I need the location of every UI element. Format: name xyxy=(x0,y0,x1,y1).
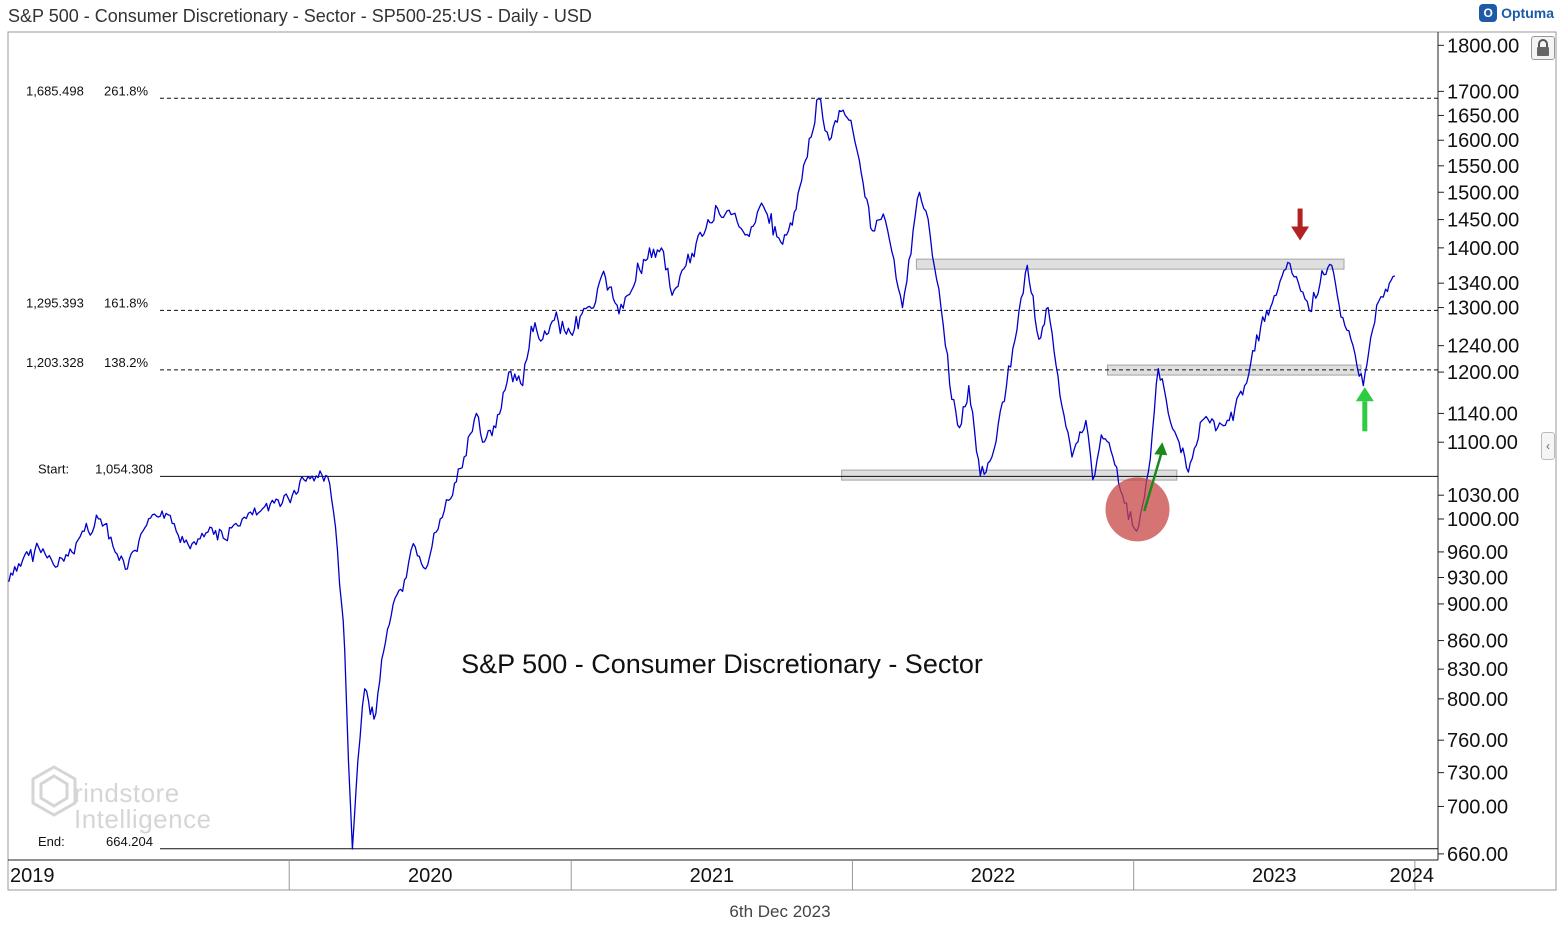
down-arrow-marker-shaft xyxy=(1297,208,1303,227)
up-arrow-marker-shaft xyxy=(1362,401,1368,432)
y-axis-tick-label: 1650.00 xyxy=(1447,105,1519,127)
level-tag-label: Start: xyxy=(38,461,69,476)
brand-name: Optuma xyxy=(1501,5,1554,21)
y-axis-tick-label: 1030.00 xyxy=(1447,485,1519,507)
watermark-line2: Intelligence xyxy=(74,804,212,834)
x-axis-tick-label: 2024 xyxy=(1390,865,1435,887)
level-pct-label: 138.2% xyxy=(104,355,149,370)
level-value-label: 1,685.498 xyxy=(26,83,84,98)
level-value-label: 1,295.393 xyxy=(26,295,84,310)
y-axis-tick-label: 1700.00 xyxy=(1447,81,1519,103)
optuma-logo-icon: O xyxy=(1479,4,1498,22)
y-axis-tick-label: 1450.00 xyxy=(1447,210,1519,232)
level-tag-label: End: xyxy=(38,834,65,849)
y-axis-tick-label: 960.00 xyxy=(1447,542,1508,564)
level-value-label: 1,054.308 xyxy=(95,461,153,476)
y-axis-tick-label: 830.00 xyxy=(1447,659,1508,681)
down-arrow-marker-head xyxy=(1291,226,1310,241)
x-axis-tick-label: 2021 xyxy=(690,865,735,887)
up-arrow-marker-head xyxy=(1355,387,1374,402)
y-axis-tick-label: 730.00 xyxy=(1447,763,1508,785)
x-axis-tick-label: 2023 xyxy=(1252,865,1297,887)
highlight-circle-marker xyxy=(1105,477,1170,542)
lock-scale-button[interactable] xyxy=(1531,36,1555,60)
y-axis-tick-label: 1340.00 xyxy=(1447,273,1519,295)
grindstone-watermark: rindstore Intelligence xyxy=(30,764,250,834)
y-axis-tick-label: 1140.00 xyxy=(1447,403,1518,425)
support-resistance-zone xyxy=(915,258,1345,270)
chart-header-title: S&P 500 - Consumer Discretionary - Secto… xyxy=(8,6,592,26)
y-axis-tick-label: 1400.00 xyxy=(1447,238,1519,260)
y-axis-tick-label: 1100.00 xyxy=(1447,432,1518,454)
y-axis-tick-label: 900.00 xyxy=(1447,594,1508,616)
y-axis-tick-label: 1800.00 xyxy=(1447,35,1519,57)
y-axis-tick-label: 1200.00 xyxy=(1447,362,1519,384)
y-axis-tick-label: 1000.00 xyxy=(1447,509,1519,531)
level-pct-label: 261.8% xyxy=(104,83,149,98)
grindstone-logo-icon xyxy=(31,765,77,817)
plot-frame xyxy=(7,31,1557,891)
y-axis-tick-label: 660.00 xyxy=(1447,844,1508,866)
y-axis-tick-label: 800.00 xyxy=(1447,689,1508,711)
y-axis-tick-label: 1240.00 xyxy=(1447,336,1519,358)
chart-date-footer: 6th Dec 2023 xyxy=(729,902,831,921)
y-axis-tick-label: 930.00 xyxy=(1447,567,1508,589)
y-axis-tick-label: 860.00 xyxy=(1447,631,1508,653)
support-resistance-zone xyxy=(841,469,1178,481)
level-value-label: 1,203.328 xyxy=(26,355,84,370)
y-axis-tick-label: 1300.00 xyxy=(1447,298,1519,320)
x-axis-tick-label: 2020 xyxy=(408,865,453,887)
chart-title: S&P 500 - Consumer Discretionary - Secto… xyxy=(461,649,983,679)
y-axis-tick-label: 700.00 xyxy=(1447,796,1508,818)
up-trend-arrow-shaft xyxy=(1143,449,1164,512)
level-value-label: 664.204 xyxy=(106,834,153,849)
level-pct-label: 161.8% xyxy=(104,295,149,310)
y-axis-tick-label: 760.00 xyxy=(1447,730,1508,752)
lock-icon xyxy=(1537,39,1549,56)
x-axis-tick-label: 2019 xyxy=(10,865,55,887)
y-axis-tick-label: 1500.00 xyxy=(1447,182,1519,204)
x-axis-tick-label: 2022 xyxy=(971,865,1016,887)
y-axis-tick-label: 1550.00 xyxy=(1447,156,1519,178)
up-trend-arrow-head xyxy=(1154,442,1168,456)
watermark-line1: rindstore xyxy=(74,778,180,808)
optuma-brand: O Optuma xyxy=(1479,4,1554,22)
collapse-panel-handle[interactable]: ‹ xyxy=(1541,432,1555,460)
y-axis-tick-label: 1600.00 xyxy=(1447,130,1519,152)
price-line xyxy=(8,97,1396,850)
